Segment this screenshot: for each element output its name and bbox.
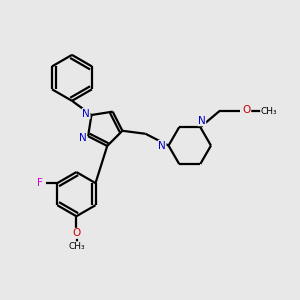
Text: O: O bbox=[73, 228, 81, 238]
Text: N: N bbox=[82, 109, 90, 118]
Text: O: O bbox=[242, 105, 251, 116]
Text: N: N bbox=[198, 116, 206, 126]
Text: N: N bbox=[158, 141, 166, 151]
Text: CH₃: CH₃ bbox=[261, 106, 277, 116]
Text: N: N bbox=[79, 133, 87, 143]
Text: CH₃: CH₃ bbox=[69, 242, 85, 251]
Text: F: F bbox=[37, 178, 43, 188]
